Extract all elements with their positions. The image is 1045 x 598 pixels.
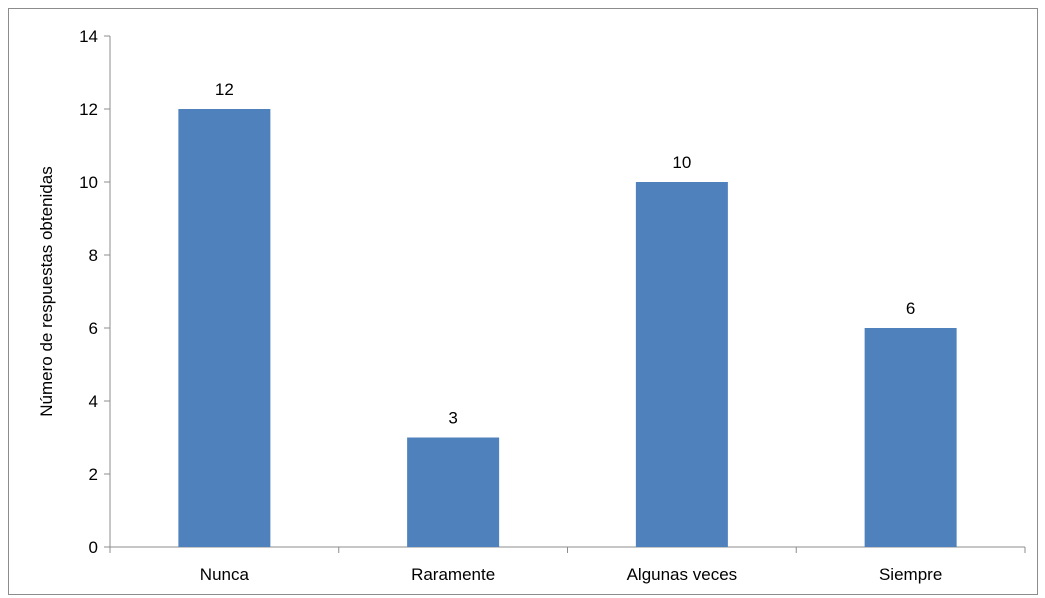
data-labels: 12 3 10 6 — [215, 80, 915, 428]
data-label: 10 — [672, 153, 691, 172]
y-tick-label: 6 — [89, 319, 98, 338]
y-tick-label: 14 — [79, 27, 98, 46]
data-label: 3 — [448, 409, 457, 428]
y-axis: 0 2 4 6 8 10 12 14 — [79, 27, 111, 557]
y-tick-label: 2 — [89, 465, 98, 484]
x-category-label: Algunas veces — [627, 565, 738, 584]
y-tick-label: 10 — [79, 173, 98, 192]
x-category-label: Siempre — [879, 565, 942, 584]
bar-siempre — [864, 328, 957, 547]
bar-raramente — [407, 437, 500, 547]
bars — [178, 109, 957, 547]
y-tick-label: 0 — [89, 538, 98, 557]
bar-nunca — [178, 109, 271, 547]
data-label: 12 — [215, 80, 234, 99]
x-axis: Nunca Raramente Algunas veces Siempre — [109, 546, 1026, 584]
y-axis-title: Número de respuestas obtenidas — [37, 166, 56, 416]
bar-algunas-veces — [635, 182, 728, 547]
y-tick-label: 4 — [89, 392, 98, 411]
data-label: 6 — [906, 299, 915, 318]
y-tick-label: 8 — [89, 246, 98, 265]
x-category-label: Raramente — [411, 565, 495, 584]
x-category-label: Nunca — [200, 565, 250, 584]
y-tick-label: 12 — [79, 100, 98, 119]
